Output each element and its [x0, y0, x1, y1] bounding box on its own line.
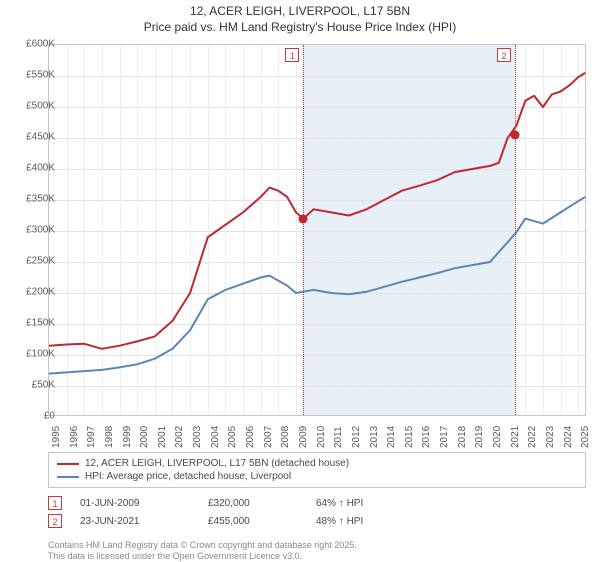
- x-axis-label: 2022: [527, 426, 538, 448]
- footer-line-1: Contains HM Land Registry data © Crown c…: [48, 540, 357, 551]
- x-axis-label: 2018: [457, 426, 468, 448]
- chart-container: 12, ACER LEIGH, LIVERPOOL, L17 5BN Price…: [0, 0, 600, 560]
- x-axis-label: 2001: [157, 426, 168, 448]
- x-axis-label: 2021: [510, 426, 521, 448]
- y-axis-label: £350K: [11, 194, 55, 205]
- y-axis-label: £500K: [11, 101, 55, 112]
- y-axis-label: £300K: [11, 225, 55, 236]
- x-axis-label: 2015: [404, 426, 415, 448]
- x-axis-label: 1995: [51, 426, 62, 448]
- x-axis-label: 1997: [86, 426, 97, 448]
- x-axis-label: 2006: [245, 426, 256, 448]
- legend-item: 12, ACER LEIGH, LIVERPOOL, L17 5BN (deta…: [57, 457, 577, 470]
- x-axis-label: 1996: [69, 426, 80, 448]
- x-axis-label: 2012: [351, 426, 362, 448]
- x-axis-label: 2023: [545, 426, 556, 448]
- x-axis-label: 2003: [192, 426, 203, 448]
- legend-swatch: [57, 476, 79, 478]
- y-axis-label: £450K: [11, 132, 55, 143]
- x-axis-label: 2000: [139, 426, 150, 448]
- legend-box: 12, ACER LEIGH, LIVERPOOL, L17 5BN (deta…: [48, 452, 586, 488]
- marker-line: [515, 45, 516, 415]
- title-block: 12, ACER LEIGH, LIVERPOOL, L17 5BN Price…: [0, 0, 600, 37]
- footer: Contains HM Land Registry data © Crown c…: [48, 540, 357, 562]
- marker-rows: 1 01-JUN-2009 £320,000 64% ↑ HPI 2 23-JUN-202…: [48, 494, 586, 530]
- legend-item: HPI: Average price, detached house, Live…: [57, 470, 577, 483]
- marker-label: 2: [497, 48, 511, 62]
- y-axis-label: £250K: [11, 256, 55, 267]
- x-axis-label: 2008: [280, 426, 291, 448]
- x-axis-label: 2024: [563, 426, 574, 448]
- marker-row-box: 2: [48, 514, 62, 528]
- marker-row: 2 23-JUN-2021 £455,000 48% ↑ HPI: [48, 512, 586, 530]
- series-line: [49, 73, 585, 349]
- chart-plot-area: 12: [48, 44, 586, 416]
- x-axis-label: 1999: [122, 426, 133, 448]
- x-axis-label: 2025: [580, 426, 591, 448]
- marker-row-pct: 48% ↑ HPI: [316, 516, 436, 527]
- marker-label: 1: [285, 48, 299, 62]
- y-axis-label: £550K: [11, 70, 55, 81]
- y-axis-label: £150K: [11, 318, 55, 329]
- y-axis-label: £0: [11, 411, 55, 422]
- x-axis-label: 1998: [104, 426, 115, 448]
- x-axis-label: 2019: [474, 426, 485, 448]
- x-axis-label: 2020: [492, 426, 503, 448]
- x-axis-label: 2004: [210, 426, 221, 448]
- x-axis-label: 2010: [316, 426, 327, 448]
- marker-line: [303, 45, 304, 415]
- legend-swatch: [57, 463, 79, 465]
- marker-row-price: £455,000: [208, 516, 298, 527]
- marker-row-box: 1: [48, 496, 62, 510]
- marker-dot: [511, 130, 520, 139]
- x-axis-label: 2014: [386, 426, 397, 448]
- x-axis-label: 2005: [227, 426, 238, 448]
- legend-label: HPI: Average price, detached house, Live…: [85, 471, 291, 482]
- x-axis-label: 2017: [439, 426, 450, 448]
- y-axis-label: £400K: [11, 163, 55, 174]
- marker-dot: [299, 214, 308, 223]
- x-axis-label: 2007: [263, 426, 274, 448]
- y-axis-label: £200K: [11, 287, 55, 298]
- marker-row: 1 01-JUN-2009 £320,000 64% ↑ HPI: [48, 494, 586, 512]
- title-line-1: 12, ACER LEIGH, LIVERPOOL, L17 5BN: [0, 4, 600, 20]
- x-axis-label: 2002: [174, 426, 185, 448]
- marker-row-date: 23-JUN-2021: [80, 516, 190, 527]
- legend-panel: 12, ACER LEIGH, LIVERPOOL, L17 5BN (deta…: [48, 452, 586, 530]
- title-line-2: Price paid vs. HM Land Registry's House …: [0, 20, 600, 36]
- y-axis-label: £600K: [11, 39, 55, 50]
- marker-row-pct: 64% ↑ HPI: [316, 498, 436, 509]
- x-axis-label: 2013: [369, 426, 380, 448]
- y-axis-label: £50K: [11, 380, 55, 391]
- x-axis-label: 2016: [421, 426, 432, 448]
- legend-label: 12, ACER LEIGH, LIVERPOOL, L17 5BN (deta…: [85, 458, 349, 469]
- y-axis-label: £100K: [11, 349, 55, 360]
- x-axis-label: 2009: [298, 426, 309, 448]
- x-axis-label: 2011: [333, 426, 344, 448]
- series-line: [49, 197, 585, 374]
- marker-row-price: £320,000: [208, 498, 298, 509]
- series-svg: [49, 45, 585, 415]
- marker-row-date: 01-JUN-2009: [80, 498, 190, 509]
